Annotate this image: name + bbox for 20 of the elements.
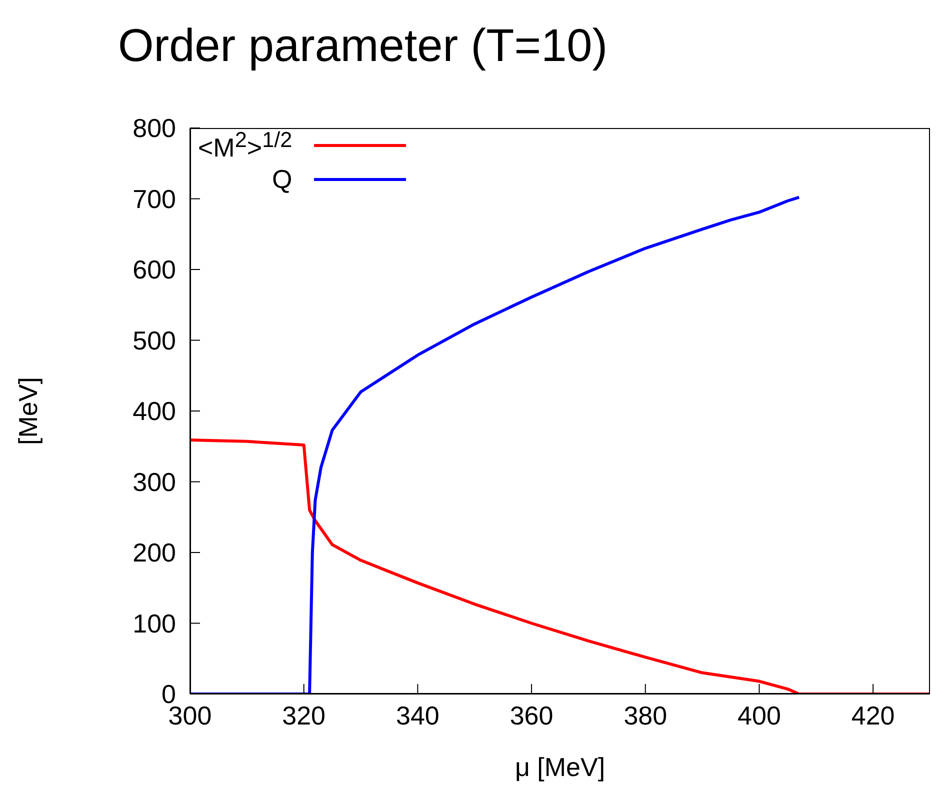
chart-title: Order parameter (T=10) [118, 18, 608, 72]
legend-label: <M$^{2}$>$^{1/2}$ [198, 126, 292, 164]
x-axis-title: μ [MeV] [514, 752, 606, 782]
line-series [190, 196, 801, 694]
y-tick-label: 600 [132, 254, 176, 285]
x-tick-label: 380 [624, 700, 668, 730]
x-tick-label: 340 [396, 700, 440, 730]
y-tick-label: 700 [132, 184, 176, 214]
y-tick-label: 200 [132, 538, 176, 568]
y-tick-label: 300 [132, 466, 176, 497]
x-tick-label: 400 [738, 700, 781, 730]
y-axis-title: [MeV] [13, 377, 44, 445]
x-tick-label: 420 [851, 700, 895, 730]
y-tick-label: 500 [132, 325, 176, 356]
y-tick-label: 100 [132, 608, 176, 638]
y-tick-label: 800 [132, 113, 176, 144]
legend-label: Q [272, 164, 292, 194]
x-tick-label: 320 [282, 700, 326, 730]
y-tick-label: 400 [132, 396, 176, 426]
x-tick-label: 360 [510, 700, 554, 730]
